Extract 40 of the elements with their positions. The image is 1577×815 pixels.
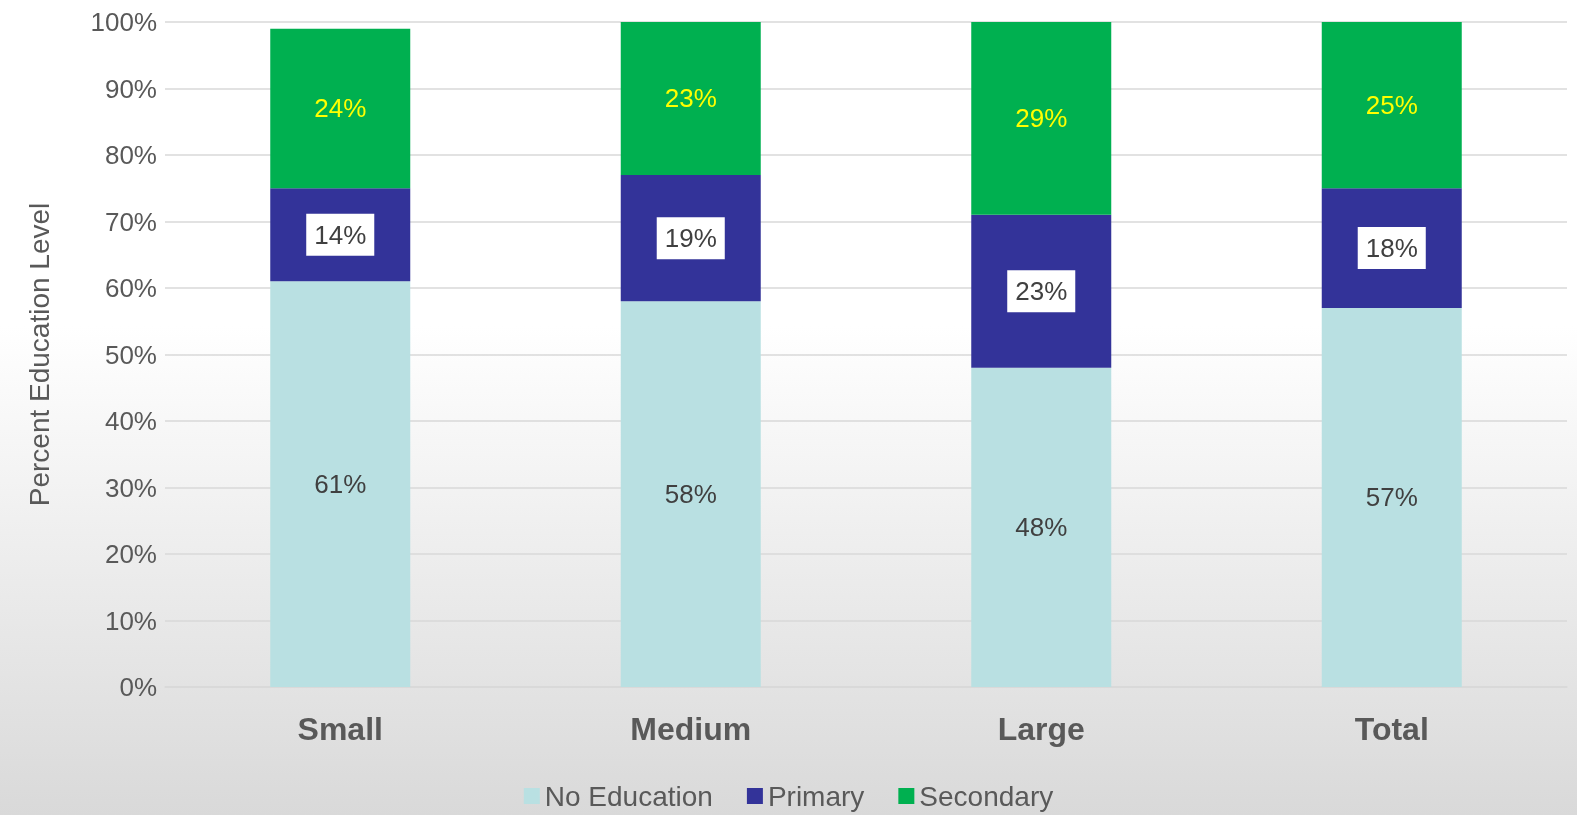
data-label: 25% <box>1365 90 1418 121</box>
y-tick-label: 30% <box>104 472 157 503</box>
legend-label: No Education <box>544 780 713 812</box>
bar <box>270 28 411 189</box>
bar <box>971 367 1112 687</box>
bar <box>1321 307 1462 687</box>
x-tick-label: Total <box>1354 711 1429 747</box>
y-tick-label: 70% <box>104 206 157 237</box>
x-tick-label: Large <box>997 711 1085 747</box>
bar <box>620 22 761 175</box>
data-label: 14% <box>314 219 367 250</box>
y-tick-label: 10% <box>104 605 157 636</box>
data-label: 48% <box>1015 512 1068 543</box>
data-label: 57% <box>1365 482 1418 513</box>
bar <box>971 22 1112 215</box>
legend-label: Primary <box>767 780 865 812</box>
data-label: 58% <box>664 479 717 510</box>
legend-label: Secondary <box>919 780 1054 812</box>
data-label: 61% <box>314 469 367 500</box>
data-label: 23% <box>664 83 717 114</box>
bar <box>1321 22 1462 189</box>
x-tick-label: Small <box>297 711 383 747</box>
y-tick-label: 100% <box>90 7 157 37</box>
y-tick-label: 60% <box>104 273 157 303</box>
data-label: 24% <box>314 93 367 124</box>
bar <box>971 214 1112 368</box>
data-label: 29% <box>1015 103 1068 134</box>
y-tick-label: 90% <box>104 73 157 104</box>
data-label: 23% <box>1015 276 1068 307</box>
data-label: 18% <box>1365 233 1418 264</box>
y-tick-label: 20% <box>104 539 157 569</box>
x-tick-label: Medium <box>630 711 752 747</box>
data-label: 19% <box>664 223 717 254</box>
bar <box>620 301 761 687</box>
bar <box>270 281 411 687</box>
y-tick-label: 40% <box>104 406 157 436</box>
y-tick-label: 0% <box>119 672 157 702</box>
y-axis-title: Percent Education Level <box>23 202 55 507</box>
y-tick-label: 80% <box>104 140 157 170</box>
y-tick-label: 50% <box>104 339 157 370</box>
